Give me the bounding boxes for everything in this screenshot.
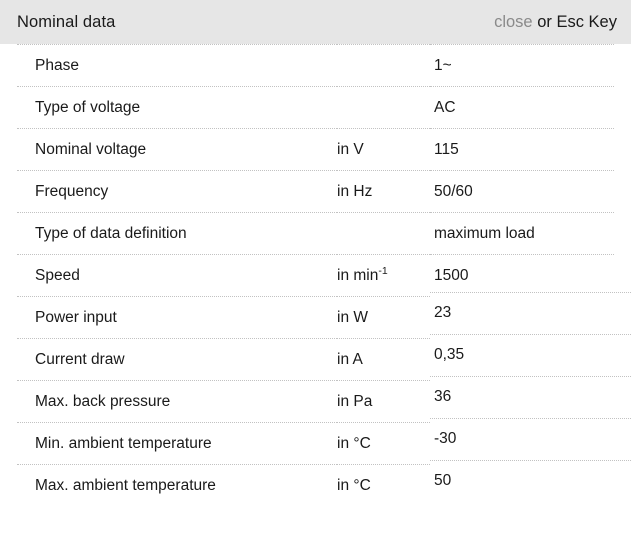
spec-value: 1~ <box>430 44 614 87</box>
esc-key-hint: or Esc Key <box>532 12 617 31</box>
spec-label: Type of data definition <box>17 212 337 255</box>
spec-unit: in min-1 <box>337 254 430 297</box>
table-row: Phase 1~ <box>17 44 614 87</box>
spec-unit: in V <box>337 128 430 171</box>
spec-value: 50 <box>430 460 631 502</box>
spec-unit-text: in V <box>337 141 364 158</box>
spec-label: Frequency <box>17 170 337 213</box>
spec-value: 23 <box>430 292 631 334</box>
table-row: Power input in W 23 <box>17 292 631 339</box>
table-row: Frequency in Hz 50/60 <box>17 170 614 213</box>
spec-value: 36 <box>430 376 631 418</box>
spec-unit-text: in A <box>337 351 363 368</box>
dialog-close-actions: close or Esc Key <box>494 13 617 32</box>
spec-unit-text: in Pa <box>337 393 373 410</box>
spec-value: 0,35 <box>430 334 631 376</box>
spec-label: Min. ambient temperature <box>17 422 337 465</box>
spec-unit-exponent: -1 <box>378 264 388 277</box>
spec-value: 115 <box>430 128 614 171</box>
table-row: Type of voltage AC <box>17 86 614 129</box>
spec-unit-text: in W <box>337 309 368 326</box>
spec-unit <box>337 212 430 255</box>
table-row: Type of data definition maximum load <box>17 212 614 255</box>
spec-value: 1500 <box>430 254 614 297</box>
spec-unit <box>337 44 430 87</box>
specs-table-body: Phase 1~ Type of voltage AC Nominal voltage i… <box>17 44 631 506</box>
page-title: Nominal data <box>17 12 116 31</box>
spec-label: Phase <box>17 44 337 87</box>
table-row: Nominal voltage in V 115 <box>17 128 614 171</box>
dialog-titlebar: Nominal data close or Esc Key <box>0 0 631 44</box>
close-button[interactable]: close <box>494 12 533 31</box>
nominal-data-table: Phase 1~ Type of voltage AC Nominal voltage i… <box>17 44 631 506</box>
spec-value: AC <box>430 86 614 129</box>
spec-unit: in W <box>337 296 430 339</box>
table-row: Max. back pressure in Pa 36 <box>17 376 631 423</box>
spec-unit-text: in °C <box>337 435 371 452</box>
spec-label: Type of voltage <box>17 86 337 129</box>
spec-label: Current draw <box>17 338 337 381</box>
spec-label: Nominal voltage <box>17 128 337 171</box>
spec-unit: in °C <box>337 464 430 506</box>
spec-unit-text: in °C <box>337 477 371 494</box>
spec-unit: in °C <box>337 422 430 465</box>
spec-unit: in Hz <box>337 170 430 213</box>
table-row: Min. ambient temperature in °C -30 <box>17 418 631 465</box>
spec-label: Max. back pressure <box>17 380 337 423</box>
table-row: Max. ambient temperature in °C 50 <box>17 460 631 506</box>
spec-unit-text: in min <box>337 267 379 284</box>
spec-value: 50/60 <box>430 170 614 213</box>
spec-label: Max. ambient temperature <box>17 464 337 506</box>
spec-unit <box>337 86 430 129</box>
spec-unit: in A <box>337 338 430 381</box>
specs-panel: Phase 1~ Type of voltage AC Nominal voltage i… <box>0 44 631 506</box>
spec-unit-text: in Hz <box>337 183 373 200</box>
spec-value: maximum load <box>430 212 614 255</box>
table-row: Current draw in A 0,35 <box>17 334 631 381</box>
table-row: Speed in min-1 1500 <box>17 254 614 297</box>
spec-value: -30 <box>430 418 631 460</box>
spec-label: Speed <box>17 254 337 297</box>
spec-label: Power input <box>17 296 337 339</box>
spec-unit: in Pa <box>337 380 430 423</box>
